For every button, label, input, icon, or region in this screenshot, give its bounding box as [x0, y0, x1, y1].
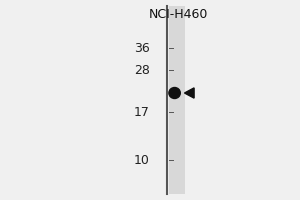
Bar [169, 6, 184, 194]
Text: NCI-H460: NCI-H460 [149, 8, 208, 21]
Ellipse shape [169, 88, 180, 98]
Text: 36: 36 [134, 42, 150, 54]
Text: 28: 28 [134, 64, 150, 76]
Polygon shape [184, 88, 194, 98]
Text: 10: 10 [134, 154, 150, 166]
Text: 17: 17 [134, 106, 150, 118]
